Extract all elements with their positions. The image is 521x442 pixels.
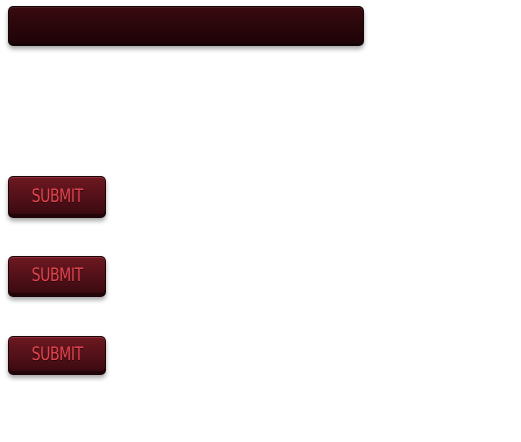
submit-button-active[interactable]: SUBMIT <box>8 336 106 375</box>
submit-button-label: SUBMIT <box>31 184 83 207</box>
submit-button-label: SUBMIT <box>31 264 83 286</box>
text-input-field[interactable] <box>8 6 364 46</box>
submit-button-hover[interactable]: SUBMIT <box>8 256 106 297</box>
submit-button-label: SUBMIT <box>31 343 83 365</box>
submit-button-normal[interactable]: SUBMIT <box>8 176 106 218</box>
